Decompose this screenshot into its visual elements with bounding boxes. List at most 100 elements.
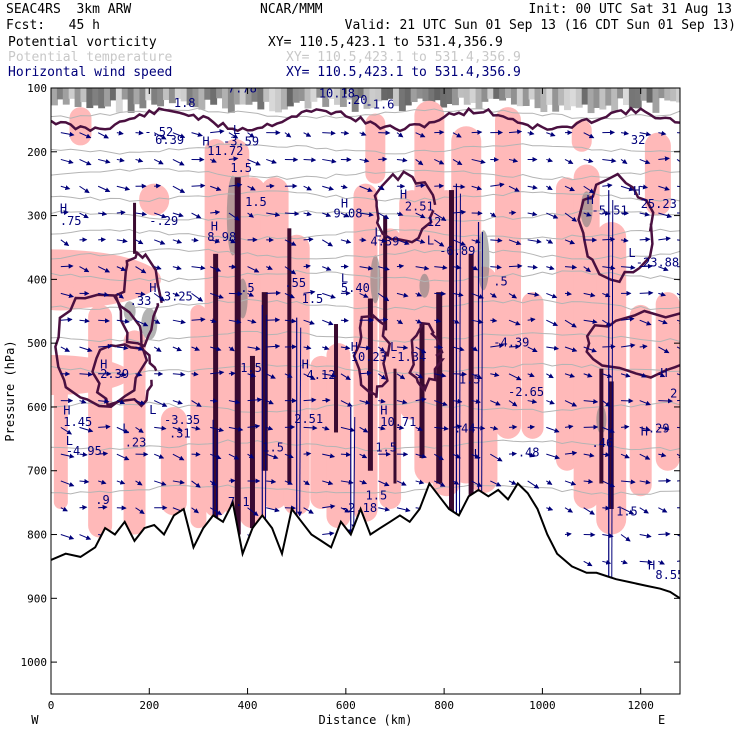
contour-label: 32 <box>631 133 645 147</box>
contour-label: 1.5 <box>240 361 262 375</box>
y-tick-label: 100 <box>27 82 47 95</box>
wind-vector <box>322 319 334 326</box>
wind-vector <box>98 451 109 457</box>
wind-vector <box>359 292 369 298</box>
pv-positive-plume <box>596 221 627 535</box>
y-tick-label: 1000 <box>21 656 48 669</box>
contour-label: L <box>149 403 156 417</box>
wind-vector <box>490 317 498 323</box>
contour-label: 10.23 <box>351 350 387 364</box>
wind-vector <box>116 266 127 271</box>
wind-vector <box>620 424 630 430</box>
stratosphere-cell <box>404 88 412 106</box>
wind-vector <box>527 238 542 244</box>
wind-vector <box>247 397 263 403</box>
contour-label: L <box>233 123 240 137</box>
wind-vector <box>60 534 75 540</box>
wind-vector <box>135 507 145 514</box>
wind-vector <box>620 559 628 565</box>
contour-label: -1.34 <box>390 350 426 364</box>
wind-vector <box>116 399 126 405</box>
stratosphere-cell <box>569 88 577 107</box>
contour-label: .31 <box>169 427 191 441</box>
pv-high-column <box>608 381 614 510</box>
pv-positive-plume <box>521 292 544 439</box>
wind-vector <box>266 343 281 349</box>
wind-vector <box>377 373 387 380</box>
wind-vector <box>434 212 447 221</box>
wind-vector <box>116 210 126 216</box>
wind-vector <box>602 183 613 189</box>
stratosphere-cell <box>387 88 395 99</box>
wind-vector <box>284 132 292 138</box>
stratosphere-cell <box>310 88 318 102</box>
wind-vector <box>135 291 146 297</box>
wind-vector <box>359 453 368 459</box>
wind-vector <box>340 212 350 218</box>
pv-positive-plume <box>160 406 187 516</box>
wind-vector <box>658 452 667 458</box>
wind-vector <box>583 372 593 378</box>
wind-vector <box>228 212 240 221</box>
wind-vector <box>508 480 517 485</box>
contour-label: L <box>474 447 481 461</box>
stratosphere-cell <box>369 88 377 109</box>
contour-label: -3.35 <box>164 413 200 427</box>
stratosphere-cell <box>145 88 153 101</box>
wind-vector <box>247 266 260 273</box>
stratosphere-cell <box>475 88 483 110</box>
wind-vector <box>340 184 348 190</box>
y-tick-label: 600 <box>27 401 47 414</box>
wind-vector <box>546 212 559 219</box>
wind-vector <box>322 531 335 537</box>
contour-label: .5 <box>240 281 254 295</box>
wind-vector <box>191 265 206 271</box>
stratosphere-cell <box>269 88 277 112</box>
stratosphere-cell <box>74 88 82 107</box>
stratosphere-cell <box>133 88 141 105</box>
wind-vector <box>378 238 387 244</box>
stratosphere-cell <box>275 88 282 113</box>
wind-vector <box>564 185 575 192</box>
field-pv-xy: XY= 110.5,423.1 to 531.4,356.9 <box>268 35 503 50</box>
pv-positive-plume <box>469 266 498 494</box>
contour-label: 12 <box>427 215 441 229</box>
stratosphere-cell <box>304 88 312 109</box>
wind-vector <box>415 291 423 297</box>
wind-vector <box>79 266 90 273</box>
wind-vector <box>546 292 558 299</box>
wind-vector <box>284 318 297 324</box>
wind-vector <box>98 398 110 404</box>
wind-vector <box>508 239 522 246</box>
wind-vector <box>564 159 574 164</box>
wind-vector <box>284 292 295 299</box>
contour-label: 10.71 <box>380 415 416 429</box>
wind-vector <box>676 373 680 376</box>
contour-label: 11.72 <box>207 144 243 158</box>
stratosphere-cell <box>139 88 147 109</box>
wind-vector <box>415 346 427 354</box>
wind-vector <box>172 399 183 405</box>
wind-vector <box>116 479 126 485</box>
stratosphere-cell <box>434 88 442 101</box>
wind-vector <box>620 453 630 459</box>
stratosphere-cell <box>510 88 518 105</box>
wind-vector <box>210 398 219 404</box>
contour-label: H <box>380 404 387 418</box>
pv-high-column <box>468 253 474 497</box>
wind-vector <box>340 426 356 433</box>
wind-vector <box>546 157 553 163</box>
wind-vector <box>415 318 423 324</box>
pv-contour-loop <box>114 250 163 348</box>
stratosphere-cell <box>298 88 306 101</box>
wind-vector <box>583 507 595 515</box>
wind-vector <box>154 480 167 486</box>
stratosphere-cell <box>534 88 542 109</box>
stratosphere-cell <box>292 88 300 103</box>
wind-vector <box>676 318 680 324</box>
wind-vector <box>191 400 202 407</box>
x-tick-label: 600 <box>336 699 356 712</box>
wind-vector-strong <box>479 231 485 543</box>
wind-vector <box>284 266 297 275</box>
